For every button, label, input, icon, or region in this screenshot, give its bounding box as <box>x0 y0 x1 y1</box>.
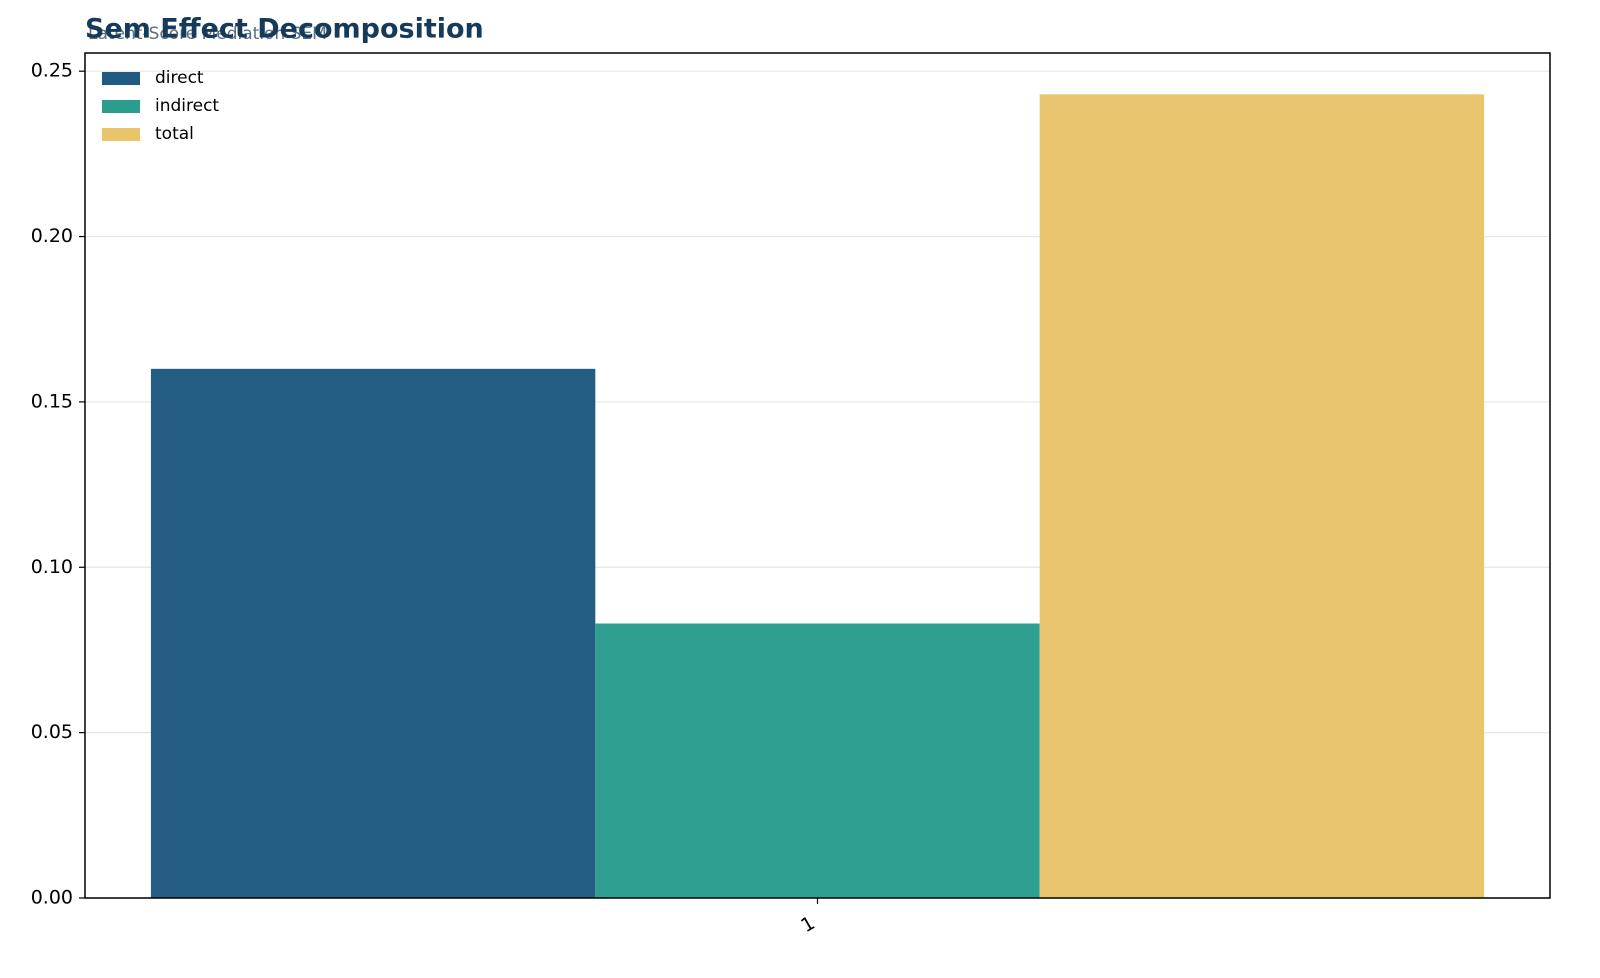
legend-label: total <box>155 124 194 144</box>
plot-frame <box>84 52 1551 899</box>
y-tick-label: 0.00 <box>31 887 73 909</box>
chart-subtitle: Latent-Score Mediation SEM <box>88 24 327 44</box>
legend-swatch <box>102 100 140 113</box>
legend-swatch <box>102 128 140 141</box>
y-tick-label: 0.20 <box>31 225 73 247</box>
legend-label: indirect <box>155 96 219 116</box>
x-tick-label: 1 <box>797 912 818 937</box>
y-tick-label: 0.25 <box>31 60 73 82</box>
legend-label: direct <box>155 68 204 88</box>
chart-title: Sem Effect Decomposition <box>85 14 484 45</box>
y-tick-label: 0.10 <box>31 556 73 578</box>
bar <box>595 623 1040 898</box>
bar <box>1039 94 1485 898</box>
bar <box>150 368 596 898</box>
y-tick-label: 0.05 <box>31 721 73 743</box>
y-tick-label: 0.15 <box>31 390 73 412</box>
legend-swatch <box>102 72 140 85</box>
